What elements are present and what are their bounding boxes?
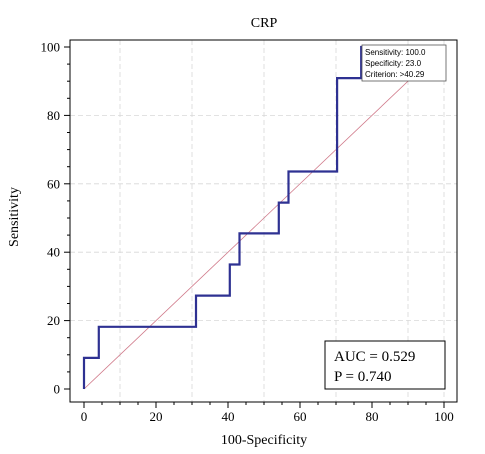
x-tick-label: 0 — [81, 409, 88, 424]
y-axis-label: Sensitivity — [7, 187, 22, 247]
reference-diagonal — [83, 46, 445, 390]
y-tick-label: 0 — [54, 382, 61, 397]
stats-box: AUC = 0.529 P = 0.740 — [324, 340, 446, 390]
x-tick-label: 60 — [294, 409, 307, 424]
criterion-box: Sensitivity: 100.0 Specificity: 23.0 Cri… — [361, 44, 447, 82]
criterion-sensitivity: Sensitivity: 100.0 — [365, 48, 426, 57]
auc-value: AUC = 0.529 — [334, 349, 415, 365]
y-axis-ticks: 0 20 40 60 80 100 — [41, 40, 70, 397]
chart-title: CRP — [251, 16, 278, 31]
x-tick-label: 20 — [150, 409, 163, 424]
y-tick-label: 100 — [41, 40, 61, 55]
x-tick-label: 40 — [222, 409, 235, 424]
roc-curve — [82, 45, 444, 389]
x-axis-label: 100-Specificity — [221, 433, 307, 448]
x-tick-label: 100 — [434, 409, 454, 424]
x-tick-label: 80 — [366, 409, 379, 424]
roc-line — [82, 45, 444, 389]
stats-box-frame — [324, 340, 446, 390]
y-tick-label: 40 — [47, 245, 60, 260]
criterion-threshold: Criterion: >40.29 — [365, 70, 425, 79]
y-tick-label: 20 — [47, 313, 60, 328]
criterion-box-frame — [361, 44, 447, 82]
p-value: P = 0.740 — [334, 369, 392, 385]
y-tick-label: 60 — [47, 176, 60, 191]
x-axis-ticks: 0 20 40 60 80 100 — [81, 402, 454, 424]
criterion-specificity: Specificity: 23.0 — [365, 59, 422, 68]
y-tick-label: 80 — [47, 108, 60, 123]
diagonal-line — [83, 46, 445, 390]
